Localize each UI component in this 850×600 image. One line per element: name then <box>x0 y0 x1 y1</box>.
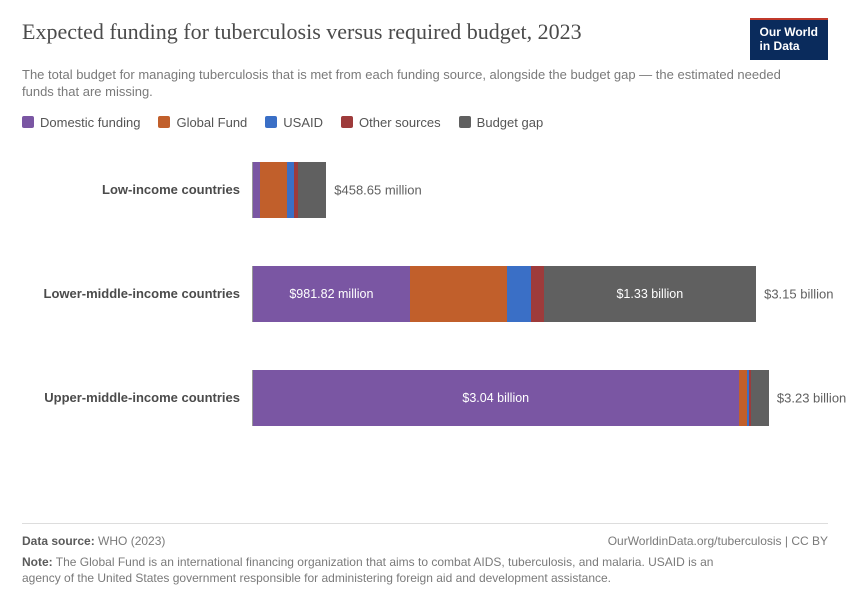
chart-row: Upper-middle-income countries$3.04 billi… <box>22 366 828 430</box>
chart-row: Low-income countries$458.65 million <box>22 158 828 222</box>
legend-swatch <box>459 116 471 128</box>
attribution: OurWorldinData.org/tuberculosis | CC BY <box>608 534 828 548</box>
legend-item: Global Fund <box>158 115 247 130</box>
owid-logo: Our World in Data <box>750 18 828 60</box>
chart-area: Low-income countries$458.65 millionLower… <box>22 158 828 478</box>
bar-segment-gap <box>751 370 769 426</box>
stacked-bar: $3.04 billion$3.23 billion <box>253 370 769 426</box>
legend-swatch <box>265 116 277 128</box>
bar-segment-usaid <box>287 162 294 218</box>
segment-label: $3.04 billion <box>462 391 529 405</box>
legend-label: Domestic funding <box>40 115 140 130</box>
bar-segment-domestic: $3.04 billion <box>253 370 739 426</box>
page-title: Expected funding for tuberculosis versus… <box>22 18 582 46</box>
stacked-bar: $458.65 million <box>253 162 326 218</box>
bar-segment-gap: $1.33 billion <box>544 266 756 322</box>
bar-segment-gap <box>298 162 326 218</box>
bar-zone: $981.82 million$1.33 billion$3.15 billio… <box>252 266 828 322</box>
bar-segment-domestic <box>253 162 260 218</box>
legend-swatch <box>158 116 170 128</box>
chart-row: Lower-middle-income countries $981.82 mil… <box>22 262 828 326</box>
bar-segment-other <box>531 266 543 322</box>
bar-segment-global_fund <box>410 266 507 322</box>
legend-label: USAID <box>283 115 323 130</box>
legend-label: Budget gap <box>477 115 544 130</box>
row-total-label: $3.15 billion <box>764 286 833 301</box>
page-subtitle: The total budget for managing tuberculos… <box>22 66 802 101</box>
bar-segment-domestic: $981.82 million <box>253 266 410 322</box>
segment-label: $1.33 billion <box>616 287 683 301</box>
data-source: Data source: WHO (2023) <box>22 534 165 548</box>
row-total-label: $458.65 million <box>334 182 421 197</box>
bar-zone: $3.04 billion$3.23 billion <box>252 370 828 426</box>
legend-label: Other sources <box>359 115 441 130</box>
footer-note: Note: The Global Fund is an internationa… <box>22 554 722 586</box>
bar-segment-global_fund <box>739 370 747 426</box>
source-label: Data source: <box>22 534 95 548</box>
source-value: WHO (2023) <box>98 534 165 548</box>
legend: Domestic funding Global Fund USAID Other so… <box>22 115 828 130</box>
bar-zone: $458.65 million <box>252 162 828 218</box>
footer: Data source: WHO (2023) OurWorldinData.o… <box>22 523 828 586</box>
legend-swatch <box>341 116 353 128</box>
legend-label: Global Fund <box>176 115 247 130</box>
note-text: The Global Fund is an international fina… <box>22 555 713 585</box>
stacked-bar: $981.82 million$1.33 billion$3.15 billio… <box>253 266 756 322</box>
legend-item: Other sources <box>341 115 441 130</box>
bar-segment-usaid <box>507 266 531 322</box>
legend-swatch <box>22 116 34 128</box>
row-total-label: $3.23 billion <box>777 390 846 405</box>
legend-item: USAID <box>265 115 323 130</box>
note-label: Note: <box>22 555 53 569</box>
row-label: Lower-middle-income countries <box>22 286 252 301</box>
legend-item: Domestic funding <box>22 115 140 130</box>
row-label: Upper-middle-income countries <box>22 390 252 405</box>
legend-item: Budget gap <box>459 115 544 130</box>
segment-label: $981.82 million <box>289 287 373 301</box>
row-label: Low-income countries <box>22 182 252 197</box>
bar-segment-global_fund <box>260 162 287 218</box>
